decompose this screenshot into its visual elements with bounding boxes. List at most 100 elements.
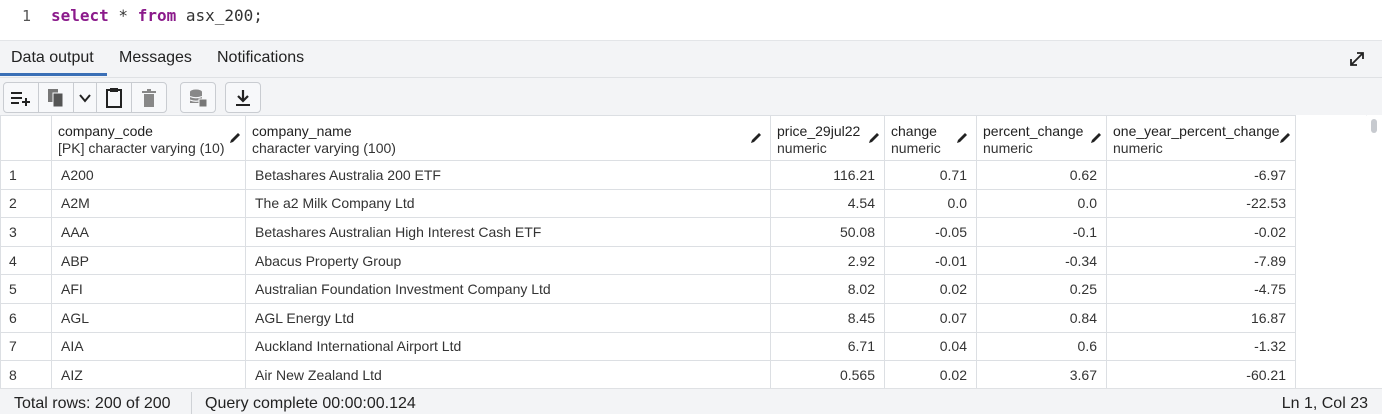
edit-column-icon[interactable] bbox=[868, 132, 880, 144]
percent-change-cell[interactable]: 0.62 bbox=[976, 160, 1107, 190]
percent-change-cell[interactable]: 0.6 bbox=[976, 331, 1107, 362]
percent-change-cell[interactable]: 0.25 bbox=[976, 274, 1107, 304]
company-name-cell[interactable]: Betashares Australia 200 ETF bbox=[245, 160, 771, 190]
copy-options-dropdown[interactable] bbox=[74, 83, 97, 112]
table-row[interactable]: 8 AIZ Air New Zealand Ltd 0.565 0.02 3.67 -60.… bbox=[0, 360, 1296, 388]
chevron-down-icon bbox=[79, 93, 91, 103]
table-row[interactable]: 6 AGL AGL Energy Ltd 8.45 0.07 0.84 16.87 bbox=[0, 302, 1296, 333]
one-year-change-cell[interactable]: -22.53 bbox=[1106, 188, 1296, 219]
results-toolbar bbox=[0, 77, 1382, 116]
change-cell[interactable]: 0.07 bbox=[884, 302, 977, 333]
change-cell[interactable]: -0.01 bbox=[884, 245, 977, 276]
edit-column-icon[interactable] bbox=[956, 132, 968, 144]
row-number-header bbox=[0, 115, 52, 161]
results-grid: company_code [PK] character varying (10)… bbox=[0, 115, 1366, 388]
table-row[interactable]: 7 AIA Auckland International Airport Ltd 6.… bbox=[0, 331, 1296, 362]
row-number: 3 bbox=[0, 217, 52, 247]
row-number: 1 bbox=[0, 160, 52, 190]
company-code-cell[interactable]: AAA bbox=[51, 217, 246, 247]
price-cell[interactable]: 6.71 bbox=[770, 331, 885, 362]
price-cell[interactable]: 8.45 bbox=[770, 302, 885, 333]
price-cell[interactable]: 50.08 bbox=[770, 217, 885, 247]
column-header[interactable]: price_29jul22 numeric bbox=[770, 115, 885, 161]
query-status-label: Query complete 00:00:00.124 bbox=[205, 395, 416, 412]
company-code-cell[interactable]: ABP bbox=[51, 245, 246, 276]
tab-notifications[interactable]: Notifications bbox=[217, 49, 305, 66]
scrollbar-thumb[interactable] bbox=[1371, 119, 1377, 133]
price-cell[interactable]: 4.54 bbox=[770, 188, 885, 219]
percent-change-cell[interactable]: -0.34 bbox=[976, 245, 1107, 276]
table-row[interactable]: 1 A200 Betashares Australia 200 ETF 116.21 0… bbox=[0, 160, 1296, 190]
edit-column-icon[interactable] bbox=[229, 132, 241, 144]
company-name-cell[interactable]: Australian Foundation Investment Company… bbox=[245, 274, 771, 304]
status-bar: Total rows: 200 of 200 Query complete 00… bbox=[0, 388, 1382, 414]
one-year-change-cell[interactable]: -7.89 bbox=[1106, 245, 1296, 276]
vertical-scrollbar[interactable] bbox=[1367, 115, 1382, 388]
column-name: company_code bbox=[58, 123, 153, 139]
one-year-change-cell[interactable]: 16.87 bbox=[1106, 302, 1296, 333]
save-button-group bbox=[180, 82, 216, 113]
table-row[interactable]: 5 AFI Australian Foundation Investment Com… bbox=[0, 274, 1296, 304]
sql-code[interactable]: select * from asx_200; bbox=[51, 6, 263, 25]
tab-messages[interactable]: Messages bbox=[119, 49, 192, 66]
company-code-cell[interactable]: AIA bbox=[51, 331, 246, 362]
price-cell[interactable]: 8.02 bbox=[770, 274, 885, 304]
expand-icon[interactable] bbox=[1348, 50, 1366, 68]
company-name-cell[interactable]: Abacus Property Group bbox=[245, 245, 771, 276]
paste-button[interactable] bbox=[97, 83, 132, 112]
company-code-cell[interactable]: AFI bbox=[51, 274, 246, 304]
one-year-change-cell[interactable]: -1.32 bbox=[1106, 331, 1296, 362]
company-name-cell[interactable]: Air New Zealand Ltd bbox=[245, 360, 771, 388]
one-year-change-cell[interactable]: -0.02 bbox=[1106, 217, 1296, 247]
percent-change-cell[interactable]: 0.0 bbox=[976, 188, 1107, 219]
database-save-icon bbox=[189, 89, 208, 107]
tab-data-output[interactable]: Data output bbox=[11, 49, 94, 66]
save-data-button[interactable] bbox=[181, 83, 215, 112]
change-cell[interactable]: 0.02 bbox=[884, 274, 977, 304]
change-cell[interactable]: -0.05 bbox=[884, 217, 977, 247]
company-name-cell[interactable]: Betashares Australian High Interest Cash… bbox=[245, 217, 771, 247]
change-cell[interactable]: 0.0 bbox=[884, 188, 977, 219]
one-year-change-cell[interactable]: -4.75 bbox=[1106, 274, 1296, 304]
change-cell[interactable]: 0.71 bbox=[884, 160, 977, 190]
download-button[interactable] bbox=[226, 83, 260, 112]
column-header[interactable]: change numeric bbox=[884, 115, 977, 161]
table-row[interactable]: 3 AAA Betashares Australian High Interest … bbox=[0, 217, 1296, 247]
company-name-cell[interactable]: The a2 Milk Company Ltd bbox=[245, 188, 771, 219]
sql-star: * bbox=[108, 6, 138, 25]
edit-column-icon[interactable] bbox=[750, 132, 762, 144]
percent-change-cell[interactable]: -0.1 bbox=[976, 217, 1107, 247]
column-header[interactable]: company_name character varying (100) bbox=[245, 115, 771, 161]
company-code-cell[interactable]: A200 bbox=[51, 160, 246, 190]
edit-column-icon[interactable] bbox=[1090, 132, 1102, 144]
copy-button[interactable] bbox=[39, 83, 74, 112]
company-name-cell[interactable]: AGL Energy Ltd bbox=[245, 302, 771, 333]
percent-change-cell[interactable]: 0.84 bbox=[976, 302, 1107, 333]
row-number: 7 bbox=[0, 331, 52, 362]
column-header[interactable]: one_year_percent_change numeric bbox=[1106, 115, 1296, 161]
price-cell[interactable]: 116.21 bbox=[770, 160, 885, 190]
one-year-change-cell[interactable]: -60.21 bbox=[1106, 360, 1296, 388]
change-cell[interactable]: 0.04 bbox=[884, 331, 977, 362]
company-name-cell[interactable]: Auckland International Airport Ltd bbox=[245, 331, 771, 362]
percent-change-cell[interactable]: 3.67 bbox=[976, 360, 1107, 388]
price-cell[interactable]: 2.92 bbox=[770, 245, 885, 276]
table-row[interactable]: 4 ABP Abacus Property Group 2.92 -0.01 -0.34-… bbox=[0, 245, 1296, 276]
company-code-cell[interactable]: A2M bbox=[51, 188, 246, 219]
change-cell[interactable]: 0.02 bbox=[884, 360, 977, 388]
column-type: numeric bbox=[891, 140, 941, 156]
column-header[interactable]: company_code [PK] character varying (10) bbox=[51, 115, 246, 161]
delete-button[interactable] bbox=[132, 83, 166, 112]
query-editor[interactable]: 1 select * from asx_200; bbox=[0, 0, 1382, 40]
one-year-change-cell[interactable]: -6.97 bbox=[1106, 160, 1296, 190]
company-code-cell[interactable]: AIZ bbox=[51, 360, 246, 388]
add-row-icon bbox=[11, 91, 30, 106]
table-row[interactable]: 2 A2M The a2 Milk Company Ltd 4.54 0.0 0.0 -22… bbox=[0, 188, 1296, 219]
add-row-button[interactable] bbox=[4, 83, 39, 112]
row-number: 2 bbox=[0, 188, 52, 219]
column-type: numeric bbox=[777, 140, 827, 156]
price-cell[interactable]: 0.565 bbox=[770, 360, 885, 388]
company-code-cell[interactable]: AGL bbox=[51, 302, 246, 333]
column-header[interactable]: percent_change numeric bbox=[976, 115, 1107, 161]
edit-column-icon[interactable] bbox=[1279, 132, 1291, 144]
